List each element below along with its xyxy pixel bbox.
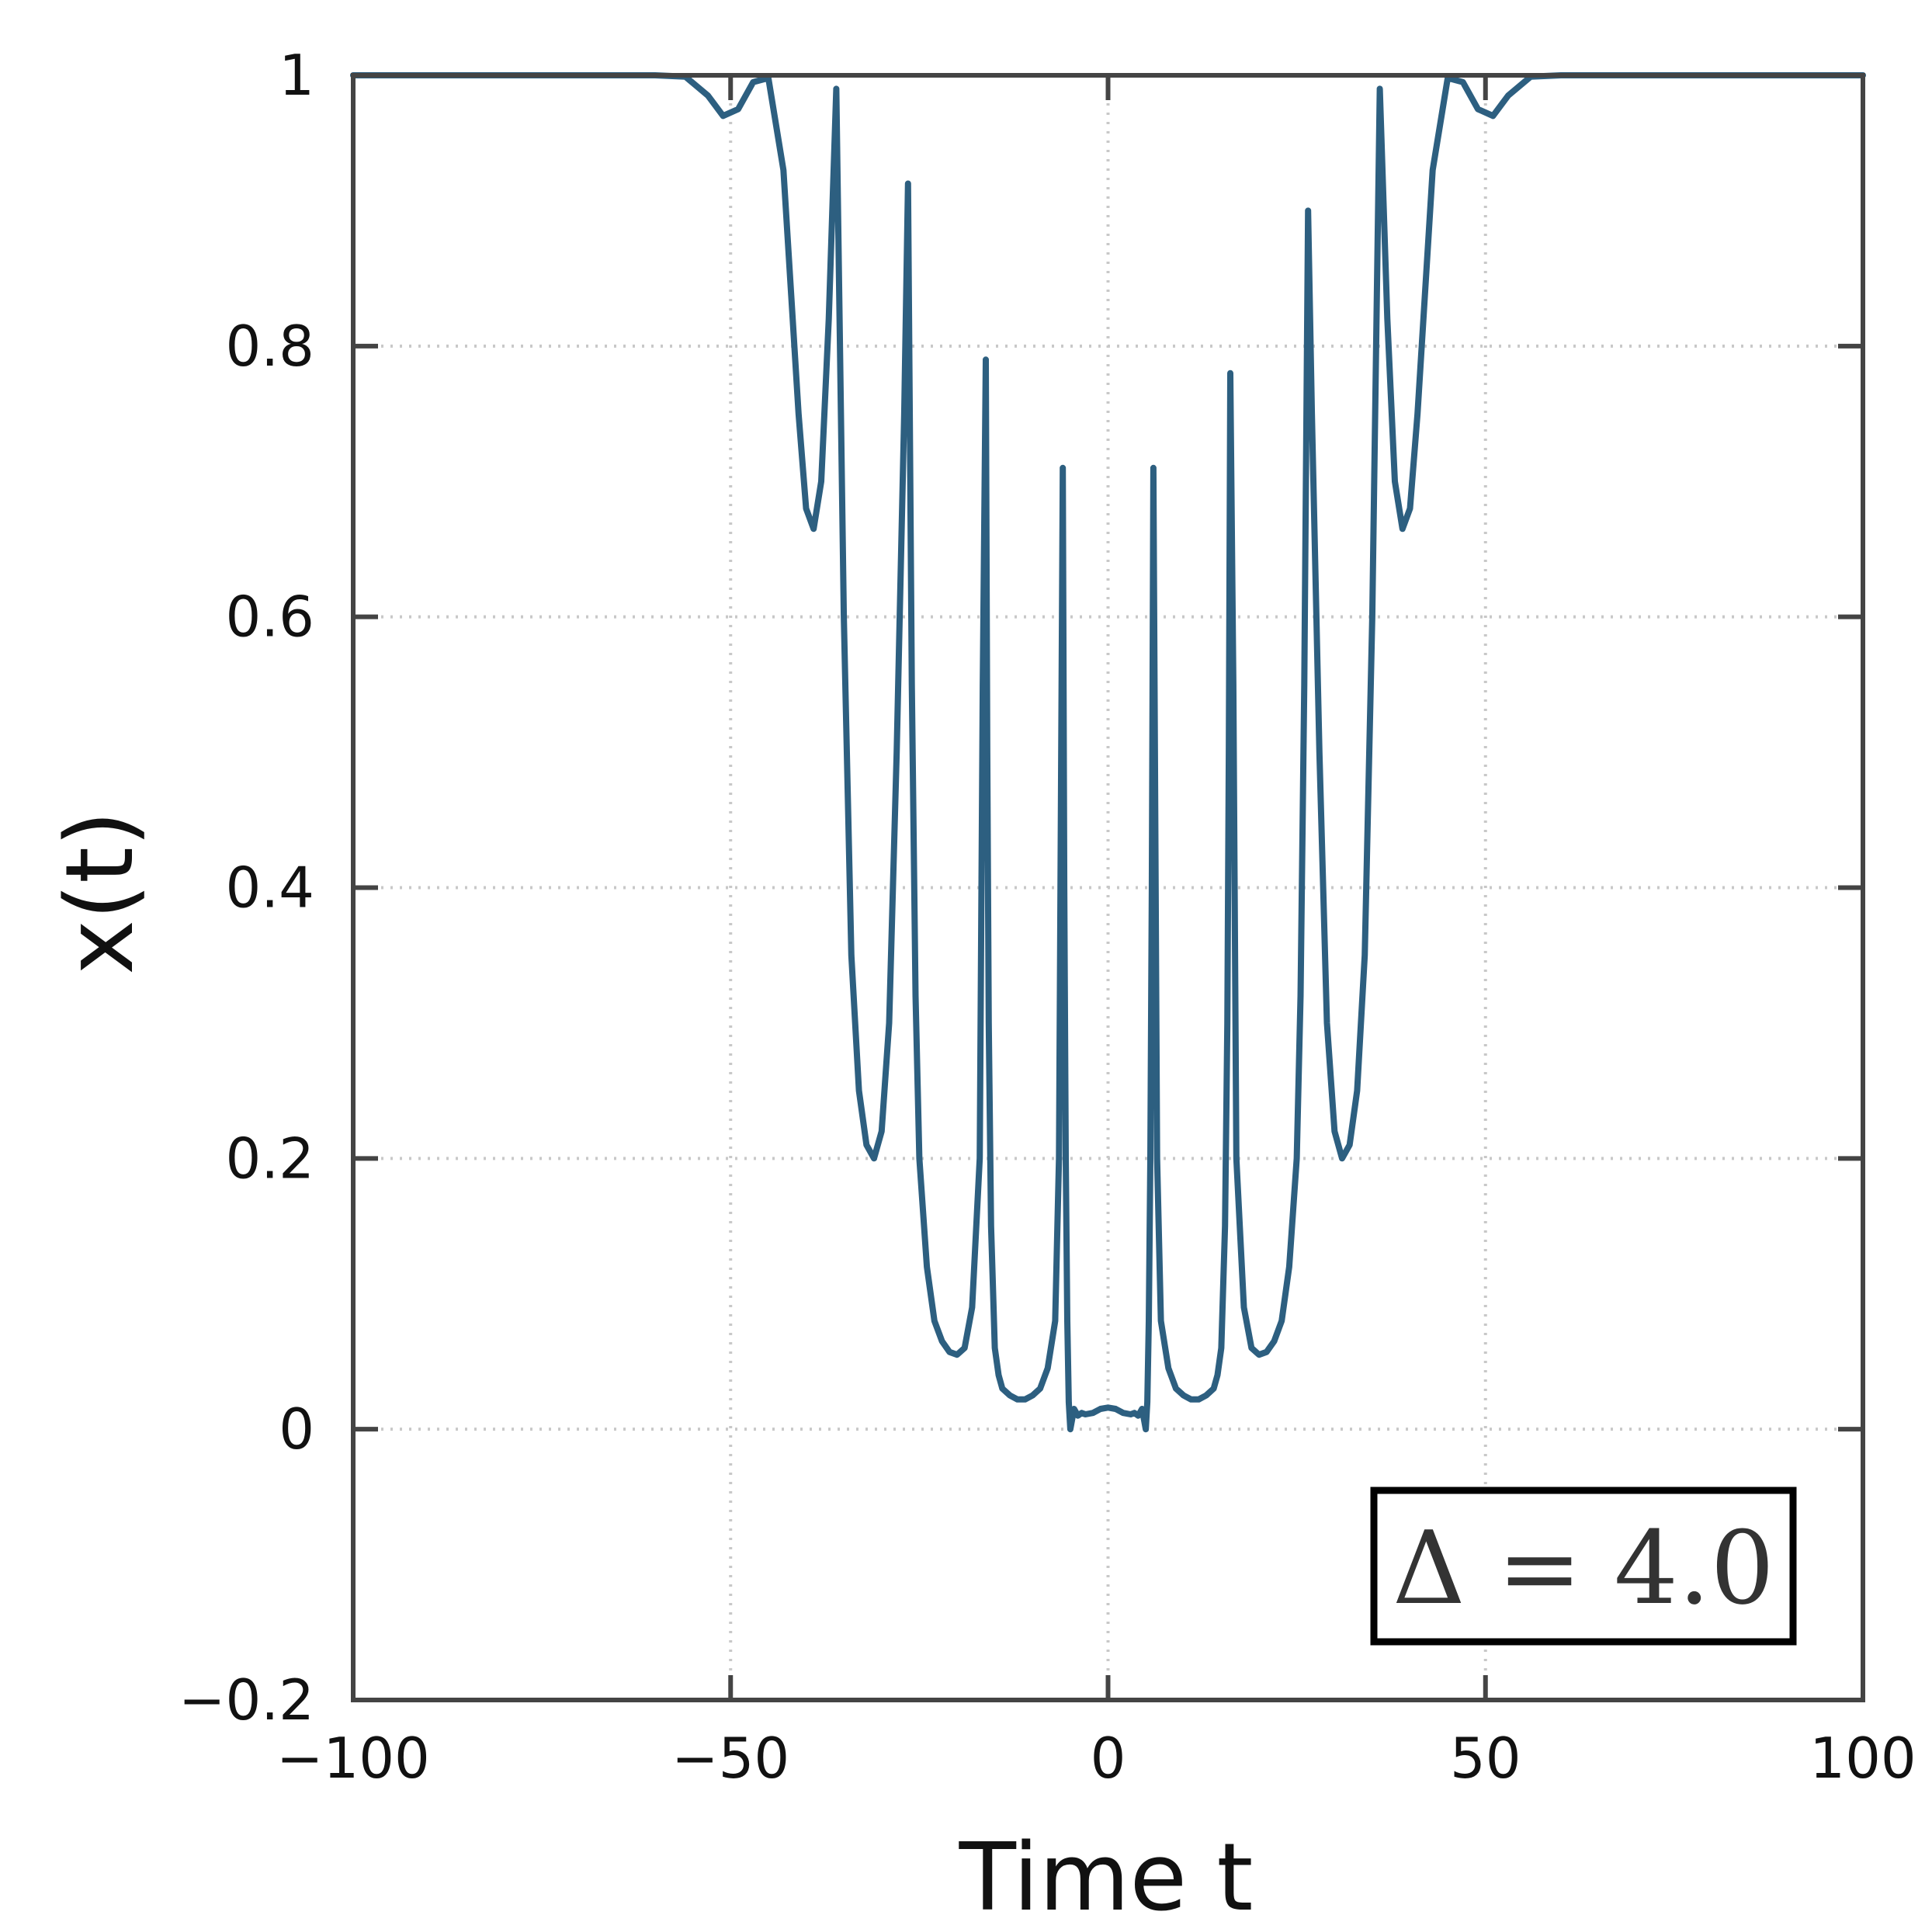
x-tick-label: 100 — [1809, 1726, 1916, 1791]
x-tick-label: −100 — [276, 1726, 430, 1791]
series-line — [350, 72, 1866, 1433]
y-tick-label: 0.6 — [225, 585, 314, 650]
x-tick-label: 50 — [1450, 1726, 1521, 1791]
x-axis-title: Time t — [959, 1824, 1254, 1922]
grid — [353, 75, 1863, 1700]
y-tick-label: 0.4 — [225, 855, 314, 921]
y-tick-label: −0.2 — [179, 1667, 314, 1733]
y-tick-label: 1 — [279, 43, 314, 108]
x-tick-label: −50 — [671, 1726, 789, 1791]
axis-ticks: −100 −50 0 50 100 −0.2 0 0.2 0.4 0.6 0.8 1 — [179, 43, 1916, 1791]
y-axis-title: x(t) — [47, 810, 154, 975]
annotation-box: Δ = 4.0 — [1370, 1487, 1797, 1646]
y-tick-label: 0 — [279, 1396, 314, 1462]
y-tick-label: 0.2 — [225, 1126, 314, 1191]
y-tick-label: 0.8 — [225, 314, 314, 379]
x-tick-label: 0 — [1091, 1726, 1126, 1791]
series-layer — [350, 72, 1866, 1433]
annotation-text: Δ = 4.0 — [1393, 1509, 1774, 1627]
